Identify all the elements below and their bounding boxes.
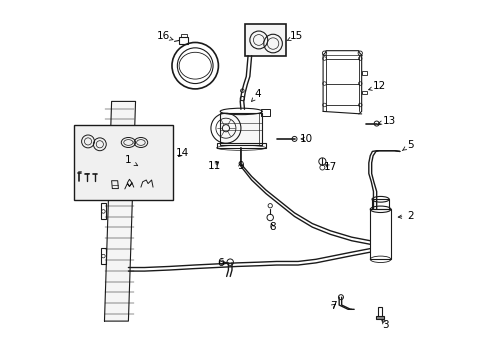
Bar — [376, 316, 383, 319]
Bar — [216, 143, 265, 148]
Text: 11: 11 — [207, 161, 220, 171]
Bar — [101, 248, 106, 264]
Text: 5: 5 — [402, 140, 413, 150]
Text: 16: 16 — [156, 31, 173, 41]
Bar — [361, 91, 366, 94]
Text: 7: 7 — [329, 301, 336, 311]
Text: 3: 3 — [381, 320, 388, 330]
Text: 12: 12 — [368, 81, 386, 91]
Text: 9: 9 — [236, 161, 243, 171]
Bar — [101, 146, 106, 162]
Bar — [361, 71, 366, 75]
Text: 4: 4 — [251, 89, 261, 102]
Text: 17: 17 — [323, 162, 336, 172]
Text: 8: 8 — [268, 222, 275, 232]
Bar — [260, 109, 269, 116]
Polygon shape — [104, 102, 135, 321]
Bar — [369, 209, 390, 259]
Bar — [244, 23, 285, 56]
Text: 6: 6 — [217, 258, 226, 268]
Bar — [181, 33, 186, 37]
Text: 1: 1 — [125, 156, 138, 166]
Text: 10: 10 — [299, 134, 312, 144]
Text: 2: 2 — [397, 211, 413, 221]
Text: 13: 13 — [378, 116, 395, 126]
Bar — [101, 203, 106, 219]
Text: 15: 15 — [286, 31, 302, 41]
Text: 14: 14 — [175, 148, 188, 158]
Bar — [371, 199, 388, 209]
Bar — [74, 125, 173, 200]
Bar — [179, 37, 188, 44]
Bar — [220, 113, 262, 145]
Bar — [378, 307, 381, 318]
